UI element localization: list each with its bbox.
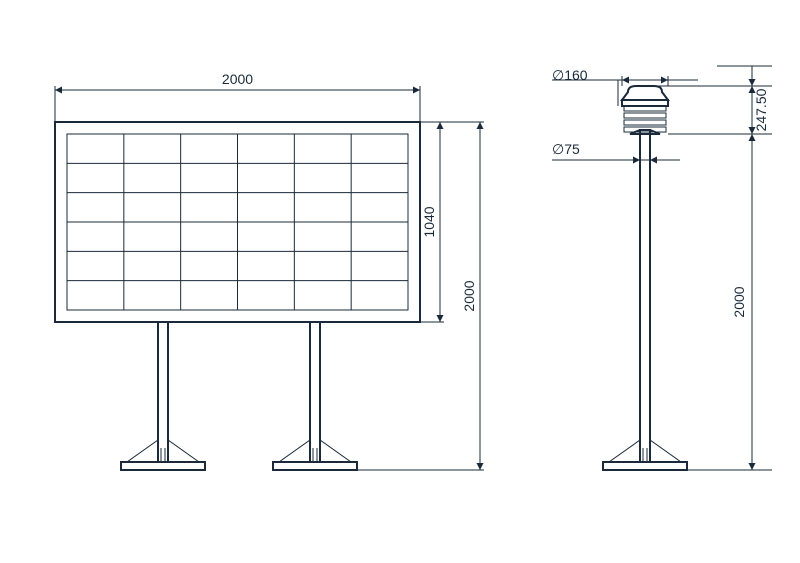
- base-plate: [273, 462, 357, 470]
- svg-text:1040: 1040: [421, 206, 437, 237]
- svg-text:2000: 2000: [461, 280, 477, 311]
- lamp-fin: [624, 120, 666, 125]
- pole-base: [603, 462, 687, 470]
- lamp-cap: [622, 86, 668, 100]
- gusset: [168, 440, 199, 462]
- gusset: [320, 440, 351, 462]
- dim-d75: ∅75: [552, 141, 580, 157]
- base-plate: [121, 462, 205, 470]
- gusset: [127, 440, 158, 462]
- gusset: [650, 440, 681, 462]
- pole: [640, 130, 650, 462]
- dim-h2000: 2000: [731, 286, 747, 317]
- lamp-body: [622, 100, 668, 106]
- post: [310, 322, 320, 462]
- dim-h247: 247.50: [753, 88, 769, 131]
- dim-d160: ∅160: [552, 67, 588, 83]
- post: [158, 322, 168, 462]
- svg-text:2000: 2000: [222, 71, 253, 87]
- gusset: [609, 440, 640, 462]
- gusset: [279, 440, 310, 462]
- lamp-fin: [624, 113, 666, 118]
